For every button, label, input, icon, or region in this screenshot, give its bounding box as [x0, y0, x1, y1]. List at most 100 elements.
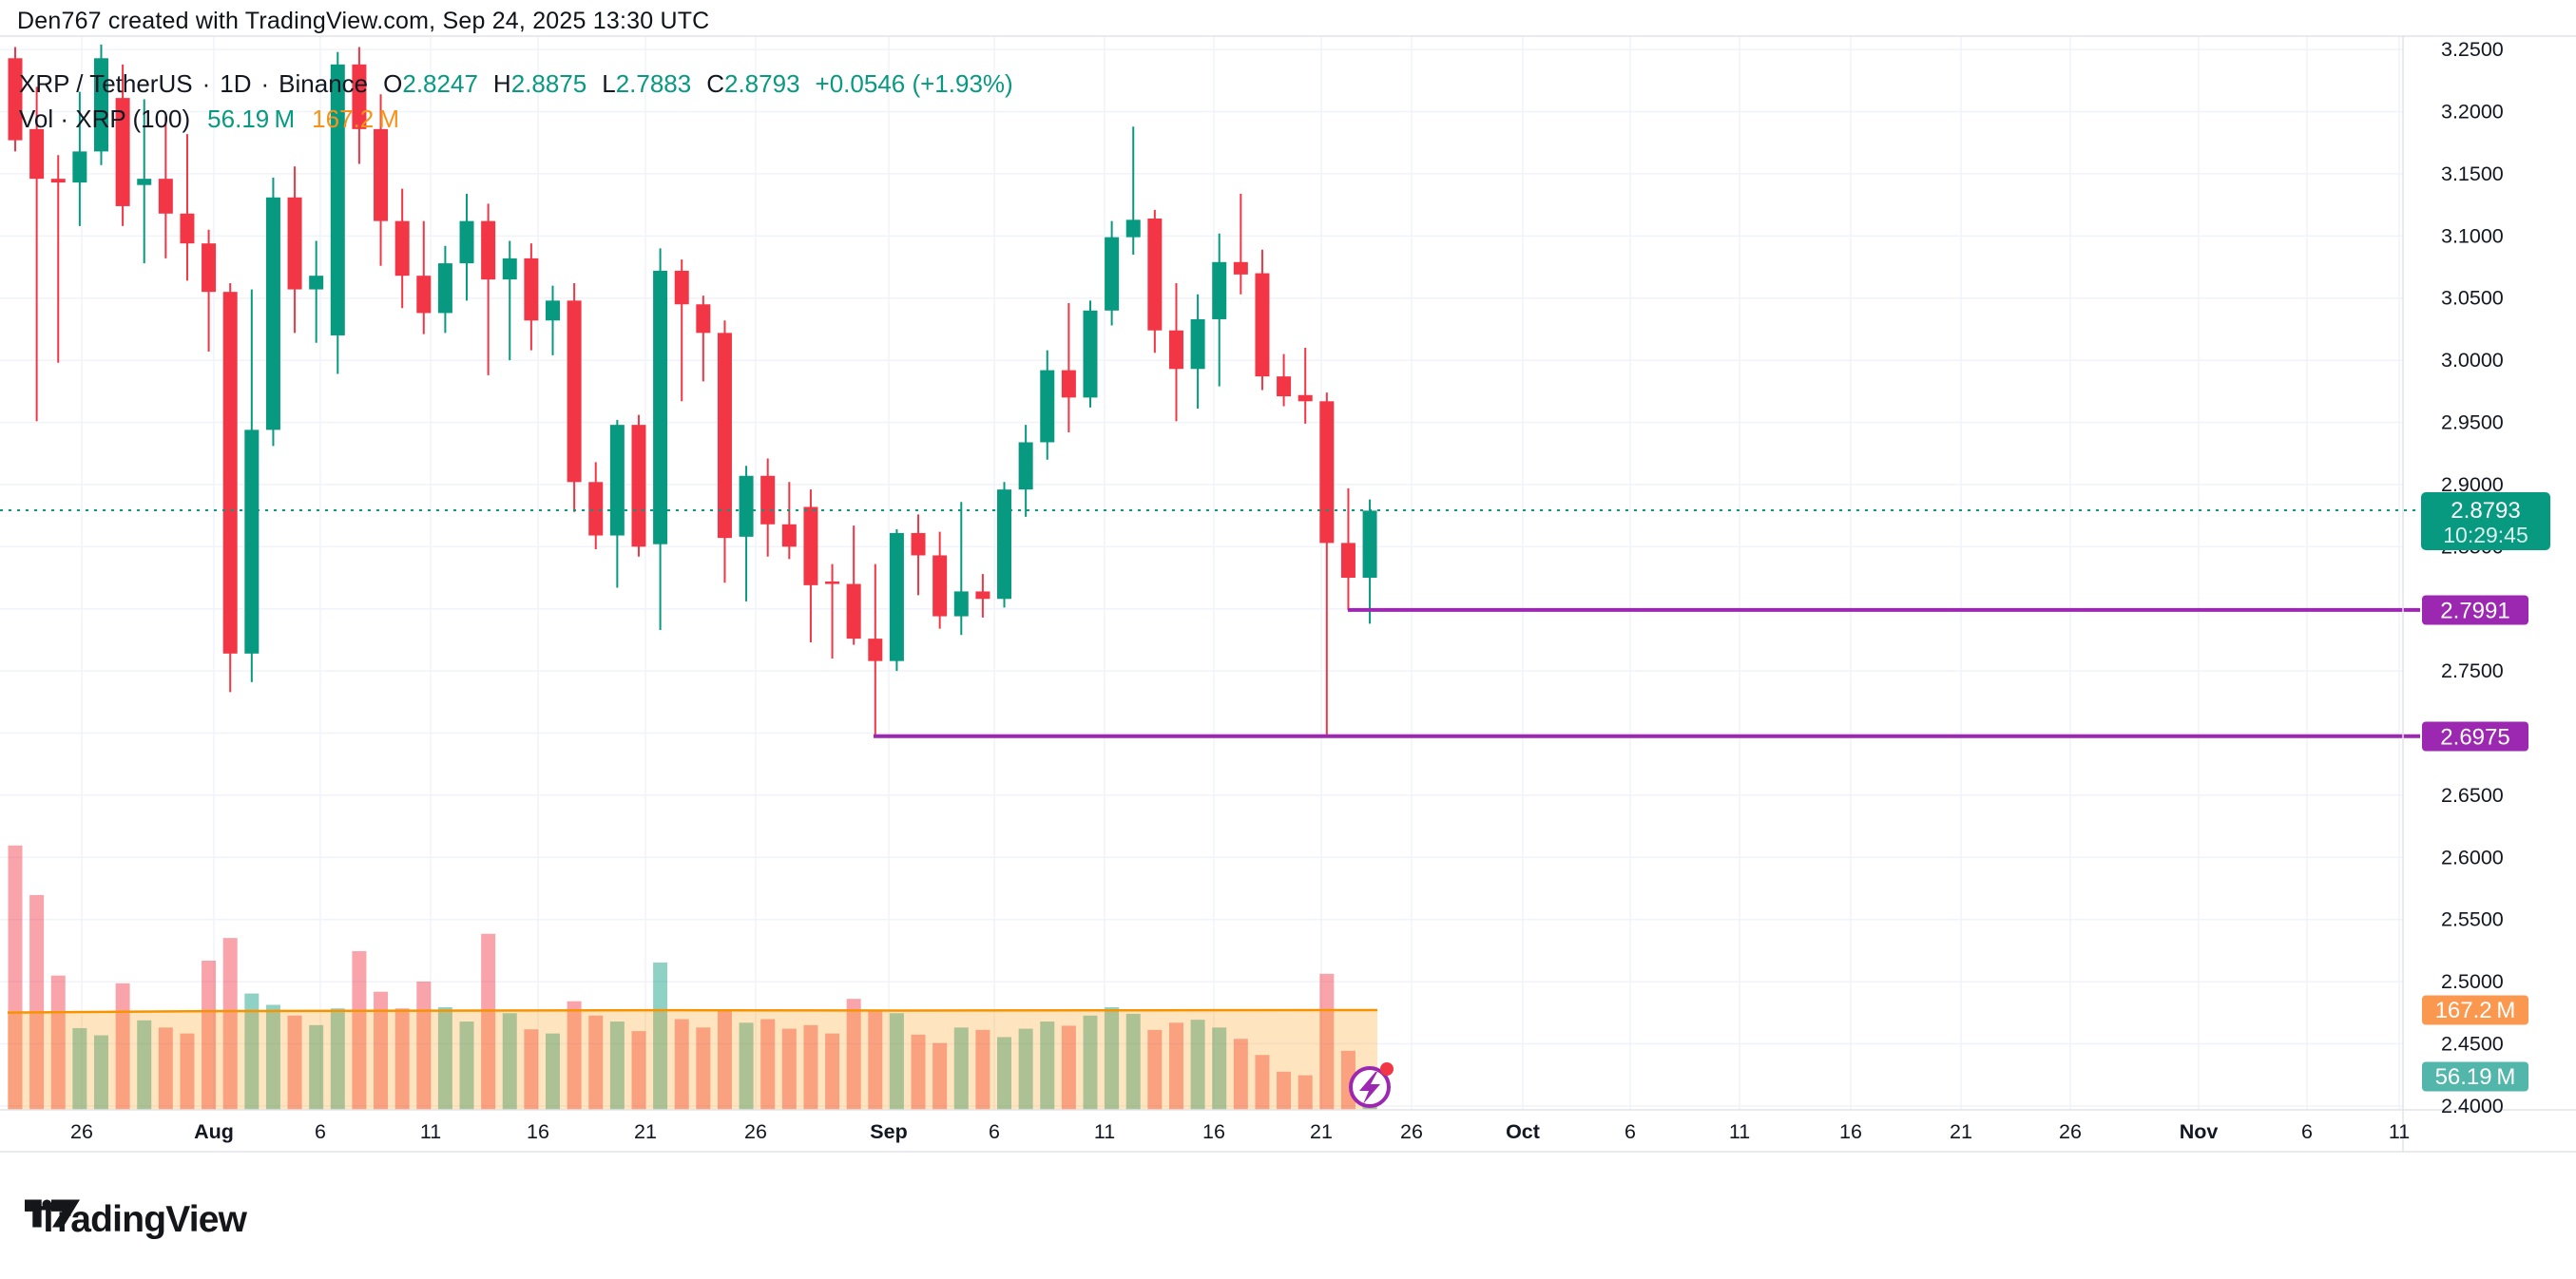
candle-body[interactable] — [330, 64, 345, 335]
volume-bar[interactable] — [93, 1035, 108, 1111]
volume-bar[interactable] — [502, 1013, 517, 1110]
candle-body[interactable] — [1018, 442, 1033, 490]
volume-bar[interactable] — [158, 1027, 173, 1110]
volume-bar[interactable] — [1190, 1020, 1205, 1110]
candle-body[interactable] — [653, 270, 668, 544]
volume-bar[interactable] — [1040, 1021, 1055, 1110]
volume-bar[interactable] — [309, 1024, 324, 1110]
interval[interactable]: 1D — [220, 69, 252, 98]
volume-bar[interactable] — [1298, 1075, 1313, 1110]
candle-body[interactable] — [502, 258, 517, 280]
candle-body[interactable] — [868, 639, 883, 661]
candle-body[interactable] — [567, 300, 582, 483]
volume-bar[interactable] — [846, 999, 861, 1110]
candle-body[interactable] — [244, 430, 260, 654]
candle-body[interactable] — [1212, 261, 1227, 319]
candle-body[interactable] — [953, 591, 969, 617]
candle-body[interactable] — [781, 524, 797, 547]
volume-bar[interactable] — [374, 991, 389, 1110]
volume-bar[interactable] — [868, 1009, 883, 1110]
volume-bar[interactable] — [975, 1029, 990, 1110]
volume-row[interactable]: Vol · XRP (100) 56.19 M 167.2 M — [19, 102, 1013, 137]
candle-body[interactable] — [717, 333, 732, 539]
candle-body[interactable] — [265, 197, 280, 430]
candle-body[interactable] — [481, 220, 496, 280]
candle-body[interactable] — [1255, 273, 1270, 377]
candlestick-series[interactable] — [8, 44, 1377, 736]
volume-bar[interactable] — [524, 1029, 539, 1110]
volume-bar[interactable] — [1277, 1071, 1292, 1110]
volume-bar[interactable] — [1168, 1022, 1183, 1110]
volume-bar[interactable] — [997, 1037, 1012, 1110]
candle-body[interactable] — [1319, 401, 1335, 544]
candle-body[interactable] — [93, 58, 108, 152]
candle-body[interactable] — [803, 506, 818, 585]
candle-body[interactable] — [1083, 310, 1098, 398]
symbol-row[interactable]: XRP / TetherUS · 1D · Binance O 2.8247 H… — [19, 67, 1013, 102]
candle-body[interactable] — [889, 532, 904, 661]
volume-bar[interactable] — [1105, 1006, 1120, 1110]
candle-body[interactable] — [696, 304, 711, 334]
candle-body[interactable] — [180, 213, 195, 244]
volume-bar[interactable] — [825, 1033, 840, 1110]
volume-bar[interactable] — [588, 1015, 604, 1110]
candle-body[interactable] — [609, 425, 625, 536]
volume-study-label[interactable]: Vol · XRP (100) — [19, 105, 191, 133]
candle-body[interactable] — [846, 583, 861, 640]
volume-bar[interactable] — [674, 1019, 689, 1110]
volume-bar[interactable] — [567, 1001, 582, 1110]
volume-bar[interactable] — [1083, 1015, 1098, 1110]
volume-bar[interactable] — [50, 975, 66, 1110]
candle-body[interactable] — [8, 58, 23, 141]
candle-body[interactable] — [1298, 394, 1313, 402]
volume-bar[interactable] — [287, 1015, 302, 1110]
volume-bar[interactable] — [202, 961, 217, 1110]
volume-bar[interactable] — [653, 962, 668, 1110]
candle-body[interactable] — [416, 276, 432, 314]
volume-bar[interactable] — [394, 1008, 410, 1110]
volume-bar[interactable] — [717, 1010, 732, 1110]
candle-body[interactable] — [588, 482, 604, 536]
candle-body[interactable] — [1125, 220, 1141, 238]
volume-bar[interactable] — [244, 993, 260, 1110]
candle-body[interactable] — [911, 532, 926, 556]
volume-bar[interactable] — [760, 1019, 776, 1110]
candle-body[interactable] — [50, 179, 66, 183]
candle-body[interactable] — [115, 98, 130, 206]
price-scale[interactable]: 3.2500 3.2000 3.1500 3.1000 3.0500 3.0000 2.95… — [2441, 38, 2504, 1117]
volume-bar[interactable] — [1125, 1013, 1141, 1110]
flash-event-button[interactable] — [1349, 1062, 1394, 1108]
volume-bar[interactable] — [889, 1013, 904, 1110]
candle-body[interactable] — [1105, 237, 1120, 311]
candle-body[interactable] — [1340, 543, 1355, 579]
candle-body[interactable] — [997, 489, 1012, 600]
candle-body[interactable] — [1233, 261, 1248, 275]
volume-bar[interactable] — [1061, 1025, 1076, 1110]
candle-body[interactable] — [352, 64, 367, 129]
candle-body[interactable] — [524, 258, 539, 321]
volume-bar[interactable] — [546, 1033, 560, 1110]
volume-bar[interactable] — [631, 1031, 646, 1110]
candle-body[interactable] — [546, 300, 560, 321]
volume-bar[interactable] — [1147, 1029, 1163, 1110]
candle-body[interactable] — [287, 197, 302, 290]
candle-body[interactable] — [975, 591, 990, 600]
candle-body[interactable] — [202, 243, 217, 293]
candle-body[interactable] — [459, 220, 474, 264]
volume-bar[interactable] — [781, 1028, 797, 1110]
candle-body[interactable] — [309, 276, 324, 290]
volume-bar[interactable] — [1018, 1028, 1033, 1110]
candle-body[interactable] — [1168, 330, 1183, 370]
volume-bar[interactable] — [330, 1008, 345, 1110]
candle-body[interactable] — [374, 128, 389, 221]
candle-body[interactable] — [1040, 370, 1055, 443]
candle-body[interactable] — [72, 151, 87, 183]
volume-bar[interactable] — [953, 1027, 969, 1110]
volume-series[interactable] — [8, 845, 1377, 1111]
candle-body[interactable] — [760, 475, 776, 525]
volume-bar[interactable] — [416, 981, 432, 1110]
volume-bar[interactable] — [222, 938, 238, 1110]
volume-bar[interactable] — [72, 1027, 87, 1110]
candle-body[interactable] — [1362, 510, 1377, 579]
